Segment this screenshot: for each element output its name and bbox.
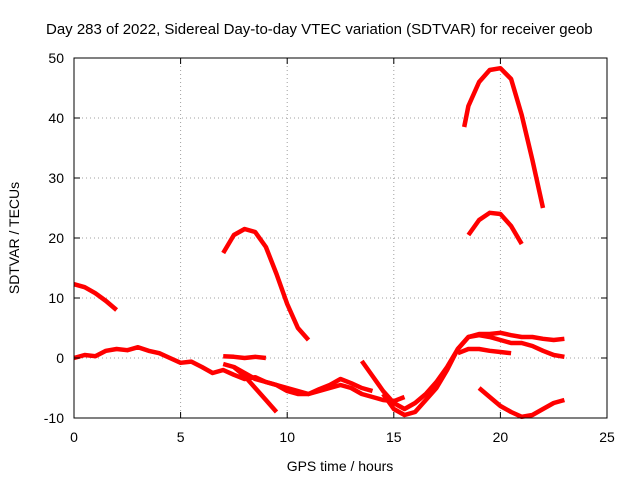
series-line-arc-6 xyxy=(232,365,406,404)
chart-title: Day 283 of 2022, Sidereal Day-to-day VTE… xyxy=(46,21,593,38)
series-line-arc-11 xyxy=(466,210,524,246)
x-tick-label: 5 xyxy=(177,429,185,445)
series-line-arc-9 xyxy=(456,346,512,356)
y-tick-label: 30 xyxy=(48,170,64,186)
series-group xyxy=(73,65,566,420)
x-tick-label: 25 xyxy=(599,429,615,445)
y-tick-label: -10 xyxy=(44,410,64,426)
y-tick-label: 20 xyxy=(48,230,64,246)
series-line-arc-1 xyxy=(73,282,119,312)
x-tick-label: 20 xyxy=(493,429,509,445)
ticks: 0 5 10 15 20 25 -10 0 10 20 30 40 50 xyxy=(44,50,615,445)
plot-frame xyxy=(73,57,608,419)
y-tick-label: 40 xyxy=(48,110,64,126)
series-line-arc-5 xyxy=(222,361,279,414)
x-tick-label: 15 xyxy=(386,429,402,445)
x-tick-label: 0 xyxy=(70,429,78,445)
y-tick-label: 50 xyxy=(48,50,64,66)
y-axis-label: SDTVAR / TECUs xyxy=(6,182,22,294)
grid xyxy=(74,58,607,418)
series-line-arc-12 xyxy=(477,386,566,420)
y-tick-label: 0 xyxy=(56,350,64,366)
series-line-arc-4 xyxy=(223,353,267,361)
series-line-arc-10 xyxy=(461,65,546,209)
series-line-arc-8 xyxy=(381,332,565,418)
x-tick-label: 10 xyxy=(279,429,295,445)
x-axis-label: GPS time / hours xyxy=(287,458,394,474)
series-line-arc-3 xyxy=(221,226,311,342)
y-tick-label: 10 xyxy=(48,290,64,306)
